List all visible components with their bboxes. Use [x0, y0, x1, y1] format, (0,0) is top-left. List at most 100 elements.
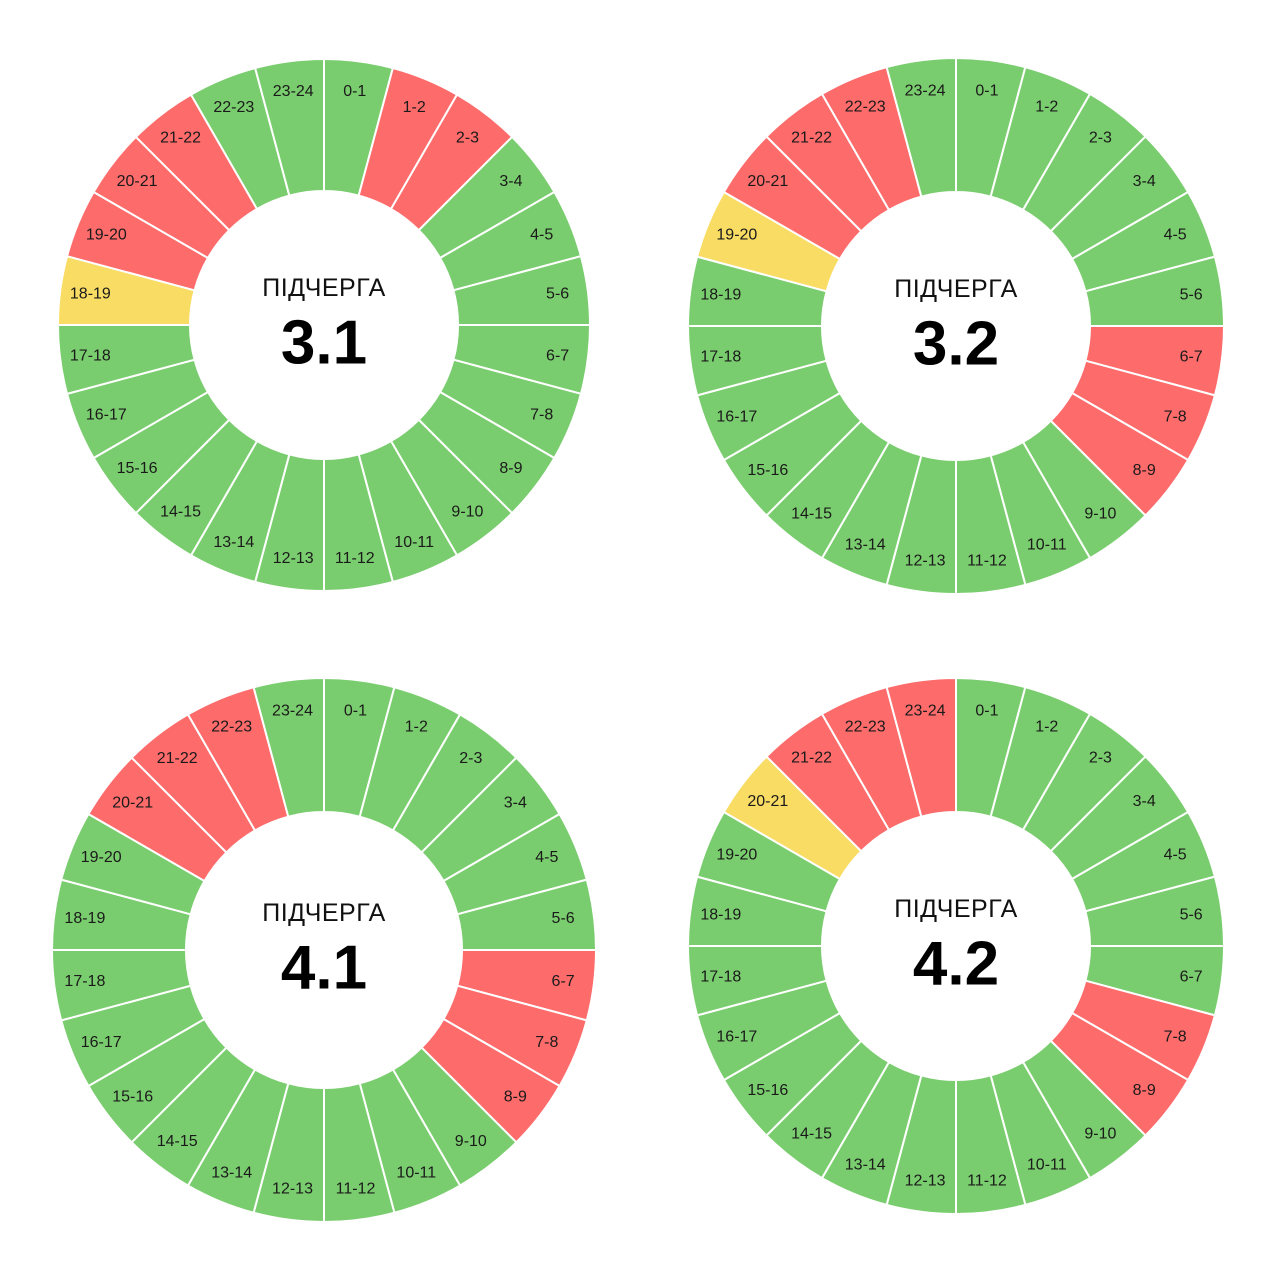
slice-label-3-4: 3-4 — [504, 795, 527, 812]
slice-label-4-5: 4-5 — [1164, 227, 1187, 244]
slice-label-18-19: 18-19 — [64, 910, 105, 927]
slice-label-17-18: 17-18 — [64, 973, 105, 990]
slice-label-9-10: 9-10 — [455, 1133, 487, 1150]
slice-label-21-22: 21-22 — [157, 750, 198, 767]
slice-label-16-17: 16-17 — [81, 1034, 122, 1051]
slice-label-16-17: 16-17 — [86, 407, 127, 424]
slice-label-12-13: 12-13 — [905, 1173, 946, 1190]
slice-label-23-24: 23-24 — [905, 702, 946, 719]
slice-23-24 — [885, 56, 957, 198]
slice-label-6-7: 6-7 — [1180, 968, 1203, 985]
slice-label-11-12: 11-12 — [335, 550, 375, 567]
slice-label-20-21: 20-21 — [747, 793, 788, 810]
slice-label-18-19: 18-19 — [700, 287, 741, 304]
slice-label-3-4: 3-4 — [499, 173, 522, 190]
slice-label-7-8: 7-8 — [535, 1034, 558, 1051]
slice-label-15-16: 15-16 — [747, 462, 788, 479]
slice-label-7-8: 7-8 — [1164, 1028, 1187, 1045]
slice-label-13-14: 13-14 — [211, 1164, 252, 1181]
slice-label-18-19: 18-19 — [700, 907, 741, 924]
slice-label-3-4: 3-4 — [1133, 173, 1156, 190]
center-title: ПІДЧЕРГА — [262, 274, 386, 302]
slice-label-10-11: 10-11 — [1027, 1157, 1067, 1174]
slice-label-0-1: 0-1 — [975, 702, 998, 719]
slice-label-14-15: 14-15 — [791, 506, 832, 523]
slice-label-17-18: 17-18 — [70, 347, 111, 364]
slice-label-21-22: 21-22 — [160, 130, 201, 147]
slice-label-21-22: 21-22 — [791, 129, 832, 146]
slice-label-16-17: 16-17 — [716, 1028, 757, 1045]
slice-label-11-12: 11-12 — [967, 1173, 1007, 1190]
slice-label-5-6: 5-6 — [1180, 287, 1203, 304]
slice-23-24 — [253, 57, 325, 197]
slice-label-8-9: 8-9 — [499, 460, 522, 477]
slice-label-20-21: 20-21 — [112, 795, 153, 812]
center-subgroup-number: 4.1 — [281, 934, 367, 1003]
slice-label-11-12: 11-12 — [967, 553, 1007, 570]
slice-label-10-11: 10-11 — [394, 534, 434, 551]
center-subgroup-number: 3.2 — [913, 310, 999, 379]
chart-subgroup-4-2: 0-1 1-2 2-3 3-4 4-5 5-6 6-7 7-8 8-9 9-10 10-11 11-1… — [686, 676, 1226, 1216]
chart-subgroup-3-1: 0-1 1-2 2-3 3-4 4-5 5-6 6-7 7-8 8-9 9-10 10-11 11-1… — [56, 57, 592, 593]
slice-label-15-16: 15-16 — [747, 1082, 788, 1099]
slice-label-11-12: 11-12 — [336, 1181, 376, 1198]
slice-label-4-5: 4-5 — [530, 226, 553, 243]
slice-label-2-3: 2-3 — [1089, 749, 1112, 766]
slice-label-0-1: 0-1 — [343, 83, 366, 100]
chart-subgroup-3-2: 0-1 1-2 2-3 3-4 4-5 5-6 6-7 7-8 8-9 9-10 10-11 11-1… — [686, 56, 1226, 596]
slice-label-15-16: 15-16 — [117, 460, 158, 477]
center-title: ПІДЧЕРГА — [262, 899, 386, 927]
slice-label-23-24: 23-24 — [273, 83, 314, 100]
slice-label-20-21: 20-21 — [117, 173, 158, 190]
slice-label-10-11: 10-11 — [396, 1164, 436, 1181]
slice-label-22-23: 22-23 — [211, 719, 252, 736]
slice-label-6-7: 6-7 — [546, 347, 569, 364]
slice-23-24 — [885, 676, 957, 818]
slice-label-19-20: 19-20 — [716, 227, 757, 244]
slice-label-4-5: 4-5 — [535, 849, 558, 866]
center-title: ПІДЧЕРГА — [894, 895, 1018, 923]
slice-label-15-16: 15-16 — [112, 1088, 153, 1105]
slice-label-14-15: 14-15 — [157, 1133, 198, 1150]
slice-label-22-23: 22-23 — [845, 98, 886, 115]
slice-label-1-2: 1-2 — [1035, 98, 1058, 115]
slice-23-24 — [252, 676, 325, 818]
chart-subgroup-4-1: 0-1 1-2 2-3 3-4 4-5 5-6 6-7 7-8 8-9 9-10 10-11 11-1… — [50, 676, 598, 1224]
slice-label-16-17: 16-17 — [716, 408, 757, 425]
slice-label-21-22: 21-22 — [791, 749, 832, 766]
slice-label-2-3: 2-3 — [1089, 129, 1112, 146]
center-subgroup-number: 3.1 — [281, 309, 367, 378]
slice-label-12-13: 12-13 — [905, 553, 946, 570]
slice-label-7-8: 7-8 — [1164, 408, 1187, 425]
slice-label-19-20: 19-20 — [81, 849, 122, 866]
slice-label-22-23: 22-23 — [845, 718, 886, 735]
slice-label-9-10: 9-10 — [1084, 506, 1116, 523]
slice-label-1-2: 1-2 — [1035, 718, 1058, 735]
slice-label-23-24: 23-24 — [905, 82, 946, 99]
center-title: ПІДЧЕРГА — [894, 275, 1018, 303]
slice-label-20-21: 20-21 — [747, 173, 788, 190]
slice-label-8-9: 8-9 — [1133, 1082, 1156, 1099]
slice-label-1-2: 1-2 — [405, 719, 428, 736]
slice-label-8-9: 8-9 — [1133, 462, 1156, 479]
slice-label-10-11: 10-11 — [1027, 537, 1067, 554]
slice-label-0-1: 0-1 — [975, 82, 998, 99]
slice-label-13-14: 13-14 — [845, 1157, 886, 1174]
slice-label-18-19: 18-19 — [70, 286, 111, 303]
slice-label-13-14: 13-14 — [213, 534, 254, 551]
center-subgroup-number: 4.2 — [913, 930, 999, 999]
slice-label-8-9: 8-9 — [504, 1088, 527, 1105]
slice-label-19-20: 19-20 — [716, 847, 757, 864]
slice-label-6-7: 6-7 — [552, 973, 575, 990]
slice-label-13-14: 13-14 — [845, 537, 886, 554]
slice-label-17-18: 17-18 — [700, 348, 741, 365]
slice-label-7-8: 7-8 — [530, 407, 553, 424]
slice-label-6-7: 6-7 — [1180, 348, 1203, 365]
slice-label-0-1: 0-1 — [344, 702, 367, 719]
slice-label-17-18: 17-18 — [700, 968, 741, 985]
slice-label-1-2: 1-2 — [403, 99, 426, 116]
slice-label-5-6: 5-6 — [552, 910, 575, 927]
slice-label-19-20: 19-20 — [86, 226, 127, 243]
slice-label-12-13: 12-13 — [272, 1181, 313, 1198]
